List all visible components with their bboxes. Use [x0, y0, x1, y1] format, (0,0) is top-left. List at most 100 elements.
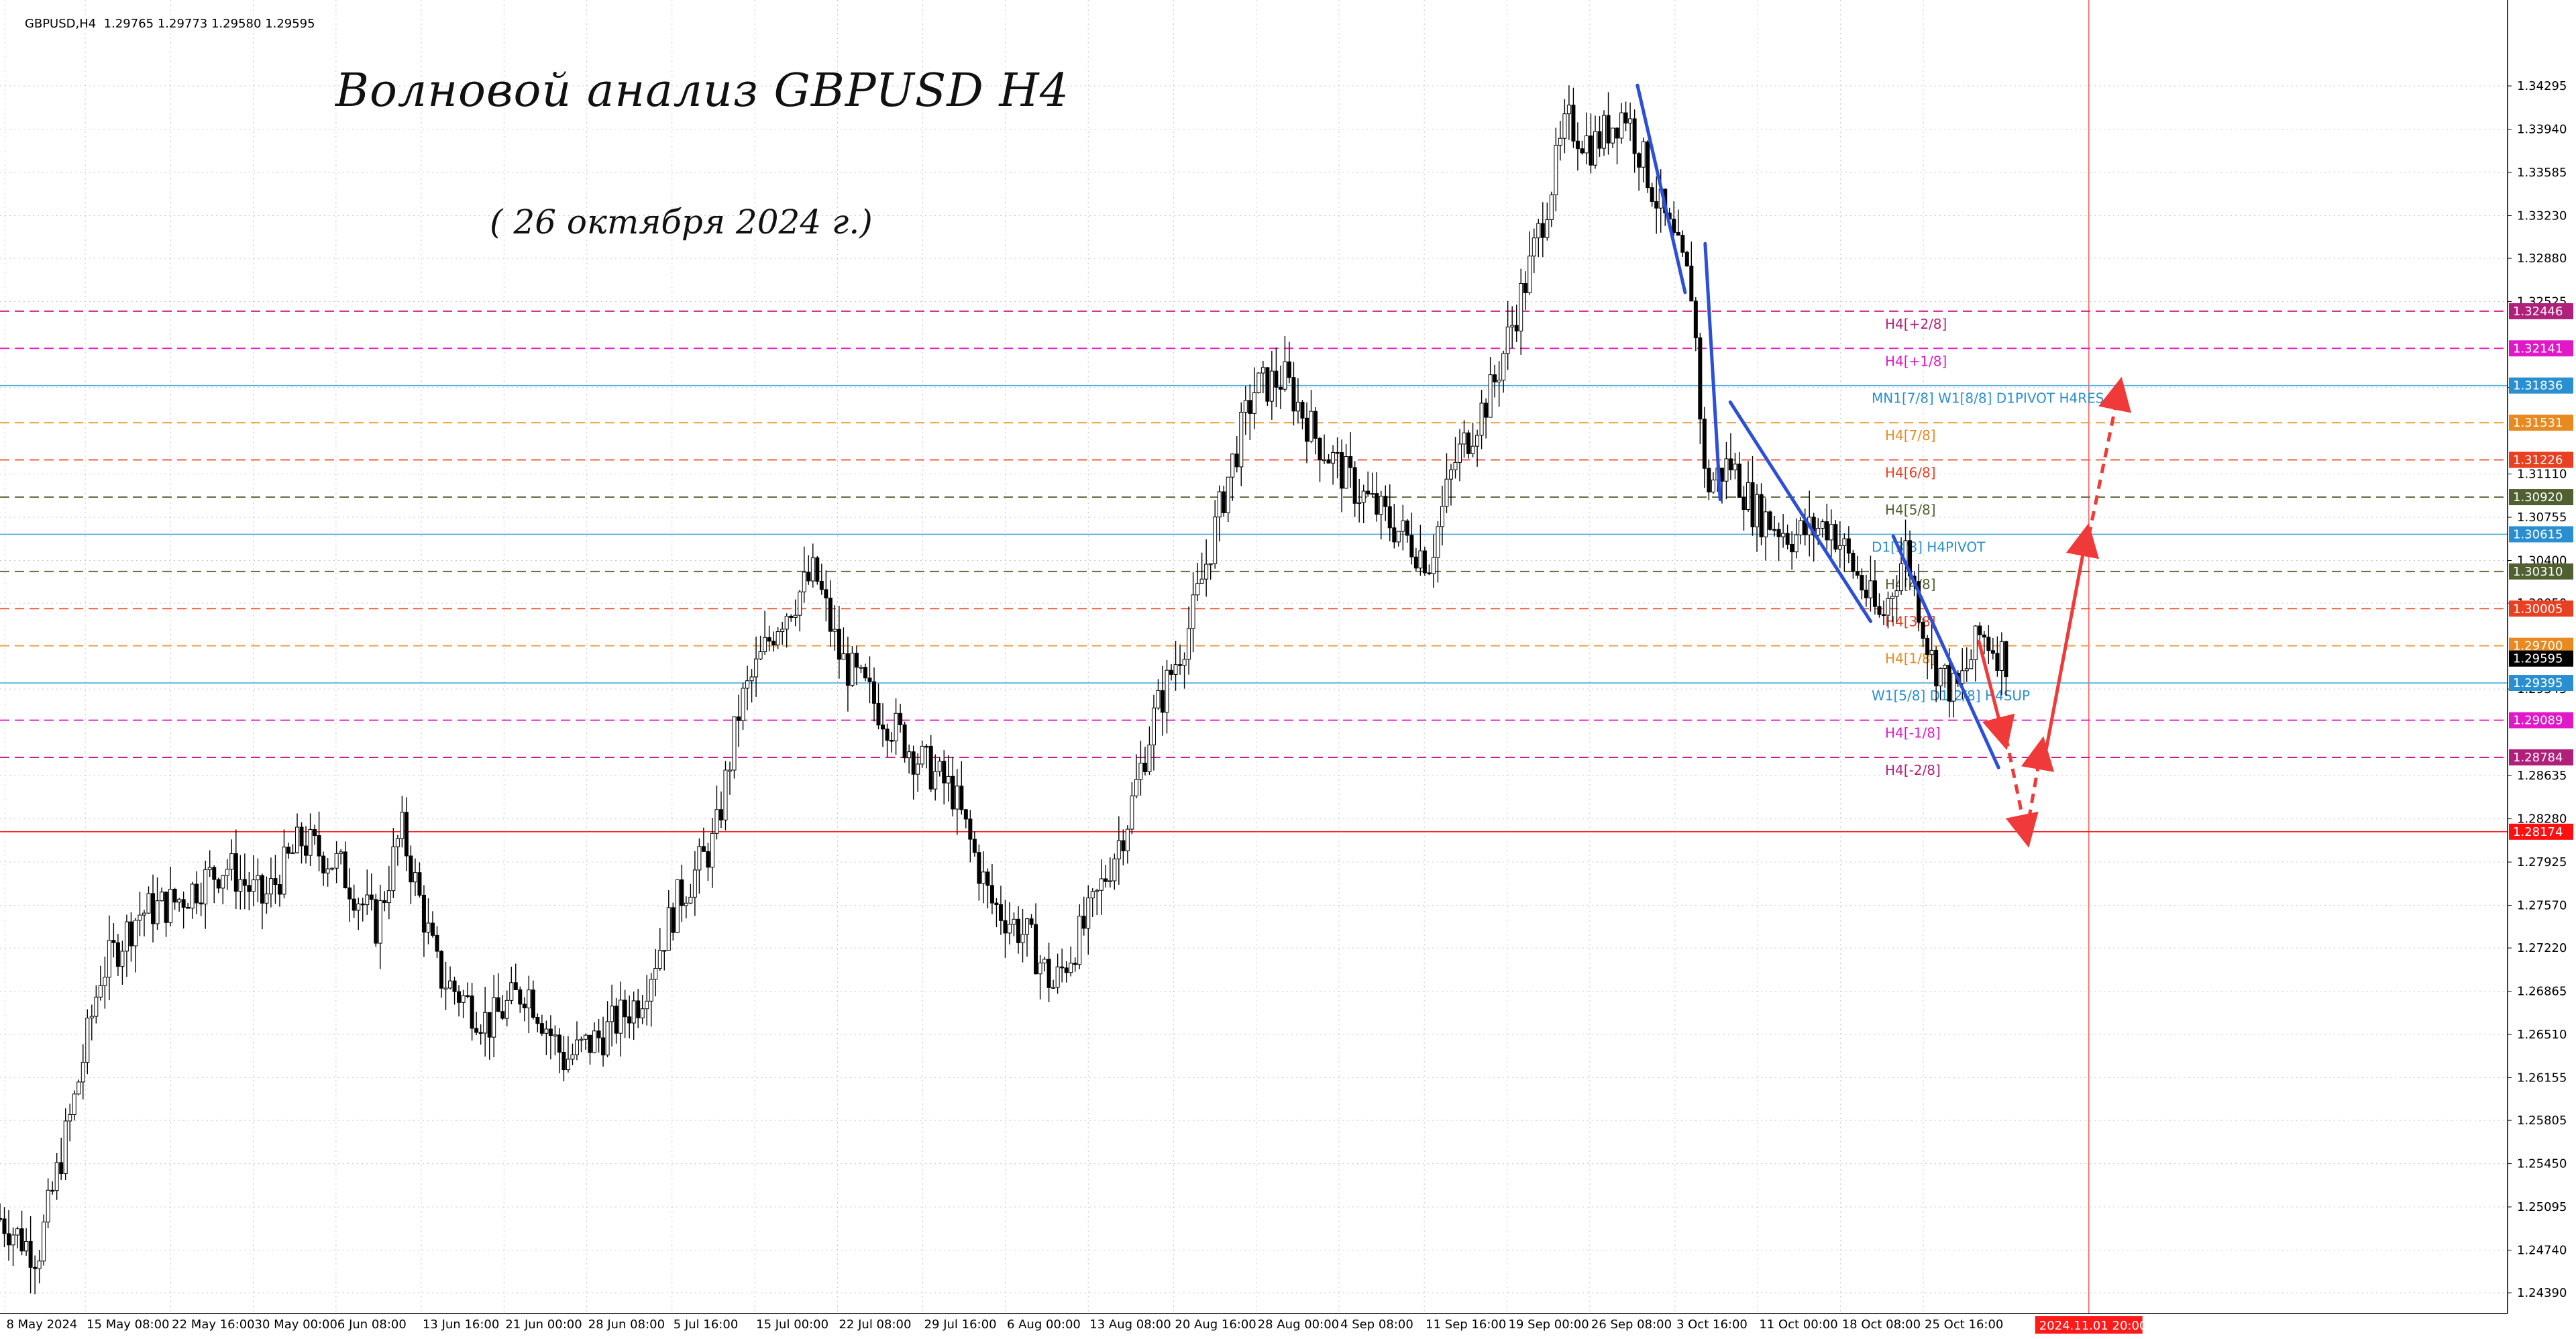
- price-tag-label: 1.29700: [2513, 639, 2563, 653]
- candle-body: [710, 833, 714, 868]
- candle-body: [1619, 112, 1624, 139]
- candle-body: [989, 885, 994, 904]
- candle-body: [1689, 265, 1694, 302]
- candle-body: [347, 887, 352, 900]
- candle-body: [1401, 520, 1405, 532]
- candle-body: [592, 1030, 597, 1053]
- candle-body: [1134, 779, 1138, 796]
- candle-body: [911, 751, 916, 775]
- candle-body: [334, 853, 339, 869]
- candle-body: [1938, 667, 1943, 687]
- candle-body: [59, 1162, 64, 1175]
- candle-body: [509, 982, 514, 1001]
- candle-body: [657, 950, 662, 969]
- candle-body: [584, 1034, 588, 1040]
- candle-body: [1842, 538, 1847, 546]
- candle-body: [1322, 459, 1327, 462]
- candle-body: [513, 982, 518, 990]
- candle-body: [1943, 665, 1947, 669]
- candle-body: [2004, 641, 2008, 678]
- candle-body: [588, 1034, 592, 1053]
- candle-body: [1540, 223, 1545, 238]
- candle-body: [1519, 282, 1523, 331]
- candle-body: [1575, 140, 1580, 150]
- candle-body: [1698, 337, 1703, 420]
- y-tick-label: 1.27925: [2517, 855, 2567, 869]
- candle-body: [1755, 494, 1760, 527]
- candle-body: [1488, 374, 1493, 418]
- candle-body: [207, 867, 212, 870]
- candle-body: [7, 1233, 11, 1246]
- candle-body: [522, 1004, 527, 1008]
- candle-body: [138, 914, 142, 921]
- candle-body: [741, 688, 745, 721]
- price-tag: [2509, 489, 2573, 506]
- forecast-arrows: [1976, 376, 2132, 848]
- x-tick-label: 15 May 08:00: [87, 1318, 169, 1332]
- candle-body: [1256, 372, 1261, 394]
- candle-body: [1646, 141, 1650, 189]
- candle-body: [1387, 506, 1392, 529]
- candle-body: [951, 775, 955, 810]
- candle-body: [273, 878, 278, 886]
- candle-body: [955, 786, 959, 810]
- candle-body: [382, 900, 387, 904]
- candle-body: [1069, 963, 1073, 973]
- murrey-levels: H4[+2/8] H4[+1/8] MN1[7/8] W1[8/8] D1PIVOT…: [0, 0, 2508, 1314]
- candle-body: [881, 725, 885, 730]
- candle-body: [697, 846, 702, 871]
- candle-body: [443, 987, 448, 989]
- analysis-title: Волновой анализ GBPUSD H4: [335, 64, 1069, 117]
- price-tag: [2509, 563, 2573, 580]
- candle-body: [680, 879, 684, 906]
- candle-body: [1142, 763, 1147, 772]
- candle-body: [72, 1093, 76, 1115]
- candle-body: [1418, 550, 1423, 569]
- symbol-label: GBPUSD,H4: [24, 17, 97, 31]
- candle-body: [1178, 664, 1183, 666]
- candle-body: [1536, 223, 1541, 239]
- candle-body: [1986, 637, 1991, 651]
- candle-body: [1868, 580, 1873, 598]
- candle-body: [1095, 890, 1099, 892]
- candle-body: [714, 809, 719, 834]
- x-tick-label: 4 Sep 08:00: [1340, 1318, 1413, 1332]
- candle-body: [1894, 590, 1899, 597]
- price-tag: [2509, 451, 2573, 468]
- candle-body: [1392, 527, 1397, 543]
- candle-body: [928, 745, 933, 790]
- candle-body: [1436, 526, 1440, 558]
- candle-body: [1029, 918, 1034, 925]
- candle-body: [1300, 401, 1305, 419]
- candle-body: [89, 1016, 94, 1019]
- candle-body: [1772, 529, 1777, 531]
- candle-body: [1352, 467, 1357, 504]
- candle-body: [365, 894, 370, 906]
- candle-body: [1951, 672, 1956, 702]
- candle-body: [470, 996, 474, 1029]
- candle-body: [1860, 575, 1864, 591]
- y-tick-label: 1.24390: [2517, 1286, 2567, 1300]
- candle-body: [1589, 136, 1593, 166]
- price-tag: [2509, 749, 2573, 766]
- candle-body: [1615, 127, 1619, 139]
- candle-body: [1361, 490, 1366, 503]
- candle-body: [535, 1016, 540, 1024]
- candle-body: [810, 557, 815, 582]
- candle-body: [1156, 690, 1161, 708]
- candle-body: [579, 1038, 584, 1041]
- price-tag-label: 1.28174: [2513, 825, 2563, 839]
- current-price-label: 1.29595: [2513, 652, 2563, 666]
- level-label: H4[3/8]: [1885, 613, 1936, 629]
- candle-body: [924, 745, 929, 748]
- x-tick-label: 26 Sep 08:00: [1591, 1318, 1672, 1332]
- candle-body: [1138, 763, 1143, 780]
- candle-body: [1104, 878, 1108, 882]
- candle-body: [1493, 374, 1497, 382]
- candle-body: [457, 991, 462, 1003]
- price-tag-label: 1.30310: [2513, 565, 2563, 579]
- price-tag: [2509, 303, 2573, 319]
- candle-body: [0, 1218, 2, 1220]
